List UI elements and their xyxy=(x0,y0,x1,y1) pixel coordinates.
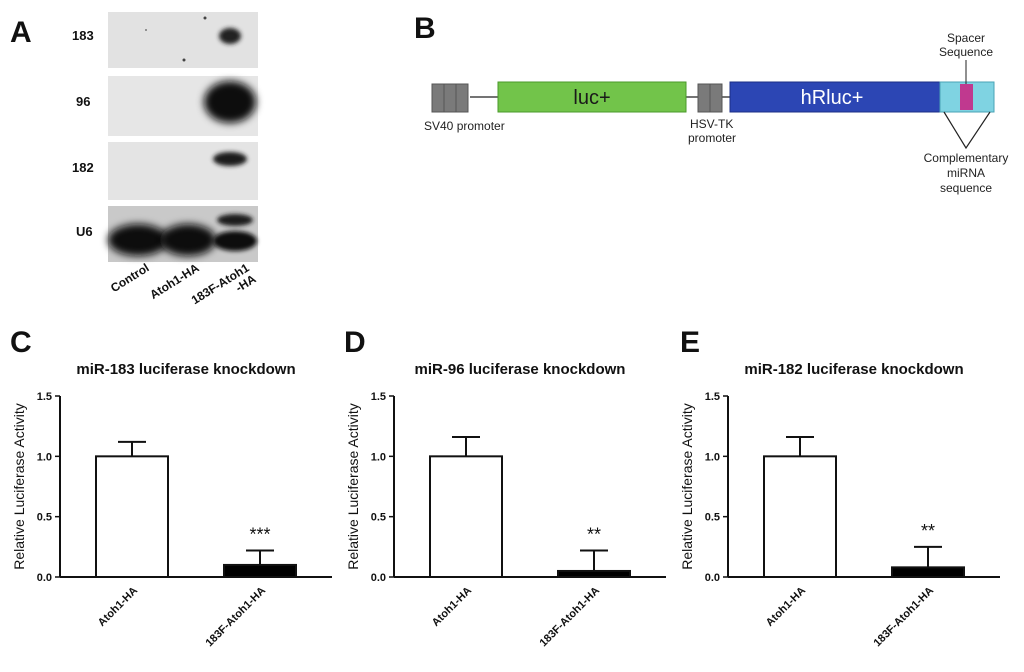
complementary-pointer xyxy=(943,111,991,150)
sv40-promoter xyxy=(431,83,469,113)
y-tick-label: 1.5 xyxy=(37,391,52,403)
y-axis-label: Relative Luciferase Activity xyxy=(679,403,695,570)
chart-title: miR-183 luciferase knockdown xyxy=(76,361,295,378)
bar-charts: miR-183 luciferase knockdown Relative Luc… xyxy=(11,361,1000,649)
bar-chart-1: miR-183 luciferase knockdown Relative Luc… xyxy=(11,361,332,649)
spacer-box xyxy=(960,84,973,110)
hsv-tk-label-line2: promoter xyxy=(688,131,736,145)
y-tick-label: 0.0 xyxy=(705,572,720,584)
panel-label-e: E xyxy=(680,326,700,359)
y-tick-label: 1.5 xyxy=(371,391,386,403)
x-category-label: Atoh1-HA xyxy=(764,585,808,629)
y-axis-label: Relative Luciferase Activity xyxy=(345,403,361,570)
panel-label-b: B xyxy=(414,12,436,45)
x-category-label: 183F-Atoh1-HA xyxy=(871,585,936,650)
x-category-label: Atoh1-HA xyxy=(96,585,140,629)
y-tick-label: 0.5 xyxy=(371,512,386,524)
significance-label: *** xyxy=(249,524,270,544)
y-tick-label: 1.5 xyxy=(705,391,720,403)
x-category-label: 183F-Atoh1-HA xyxy=(537,585,602,650)
bar-183f-atoh1-ha xyxy=(223,563,297,579)
bar-atoh1-ha xyxy=(95,455,169,579)
significance-label: ** xyxy=(587,524,601,544)
blot-strip-u6 xyxy=(108,206,258,262)
y-tick-label: 0.5 xyxy=(37,512,52,524)
bar-chart-2: miR-96 luciferase knockdown Relative Luci… xyxy=(345,361,666,649)
bar-183f-atoh1-ha xyxy=(891,566,965,579)
lane-label-control: Control xyxy=(108,261,152,295)
blot-row-label-u6: U6 xyxy=(76,224,93,239)
y-tick-label: 0.0 xyxy=(37,572,52,584)
spacer-label-line2: Sequence xyxy=(939,45,993,59)
y-tick-label: 1.0 xyxy=(705,451,720,463)
blot-strip-182 xyxy=(108,142,258,200)
complementary-label-line1: Complementary xyxy=(924,151,1009,165)
panel-label-d: D xyxy=(344,326,366,359)
luc-gene-label: luc+ xyxy=(573,87,610,109)
panel-label-c: C xyxy=(10,326,32,359)
sv40-promoter-label: SV40 promoter xyxy=(424,119,505,133)
hrluc-gene-box xyxy=(729,81,941,113)
blot-row-label-182: 182 xyxy=(72,160,94,175)
complementary-label-line2: miRNA xyxy=(947,166,985,180)
panel-a: A 183 96 182 U6 xyxy=(10,12,259,307)
spacer-label-line1: Spacer xyxy=(947,31,985,45)
hsv-tk-promoter xyxy=(697,83,723,113)
y-axis-label: Relative Luciferase Activity xyxy=(11,403,27,570)
hrluc-gene-label: hRluc+ xyxy=(801,87,864,109)
blot-strip-96 xyxy=(108,76,258,136)
chart-title: miR-182 luciferase knockdown xyxy=(744,361,963,378)
x-category-label: 183F-Atoh1-HA xyxy=(203,585,268,650)
blot-strip-183 xyxy=(108,12,258,68)
significance-label: ** xyxy=(921,521,935,541)
x-category-label: Atoh1-HA xyxy=(430,585,474,629)
blot-row-label-96: 96 xyxy=(76,94,90,109)
bar-183f-atoh1-ha xyxy=(557,569,631,579)
panel-label-a: A xyxy=(10,16,32,49)
chart-title: miR-96 luciferase knockdown xyxy=(415,361,626,378)
hsv-tk-label-line1: HSV-TK xyxy=(690,117,733,131)
y-tick-label: 0.5 xyxy=(705,512,720,524)
bar-chart-3: miR-182 luciferase knockdown Relative Luc… xyxy=(679,361,1000,649)
bar-atoh1-ha xyxy=(429,455,503,579)
bar-atoh1-ha xyxy=(763,455,837,579)
y-tick-label: 1.0 xyxy=(37,451,52,463)
y-tick-label: 1.0 xyxy=(371,451,386,463)
y-tick-label: 0.0 xyxy=(371,572,386,584)
luc-gene-box xyxy=(497,81,687,113)
panel-b: B SV40 promoter luc+ HSV-TK promoter hRl… xyxy=(414,12,1008,195)
blot-row-label-183: 183 xyxy=(72,28,94,43)
complementary-label-line3: sequence xyxy=(940,181,992,195)
